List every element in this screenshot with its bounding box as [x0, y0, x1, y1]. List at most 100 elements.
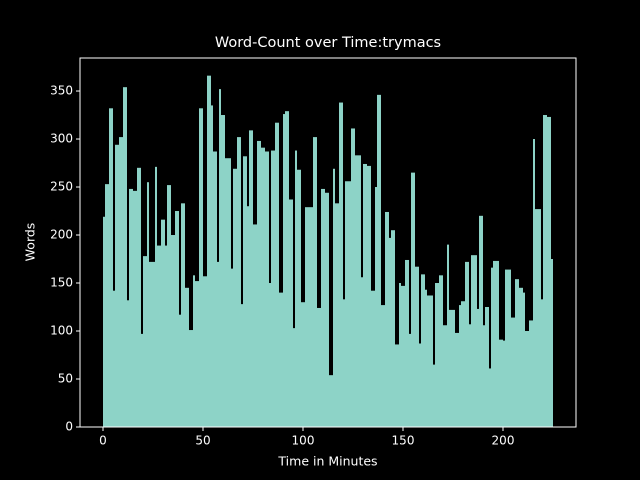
x-axis-label: Time in Minutes [277, 454, 377, 469]
bar [339, 102, 343, 427]
bar [461, 301, 465, 427]
bar [391, 230, 395, 427]
bar [165, 245, 167, 427]
bar [419, 343, 421, 427]
bar [345, 181, 351, 427]
bar [485, 307, 489, 427]
x-tick-label: 50 [195, 434, 210, 448]
bar [301, 302, 305, 427]
bar [283, 114, 285, 427]
bar [335, 203, 339, 427]
bar [377, 94, 381, 427]
bar [503, 340, 505, 427]
bar [167, 185, 171, 427]
bar [525, 331, 529, 427]
bar [533, 139, 535, 427]
bar [109, 108, 113, 428]
bar [103, 216, 105, 427]
bar [313, 137, 317, 427]
bar [185, 287, 189, 427]
bar [149, 261, 155, 427]
bar [231, 268, 233, 427]
bar [211, 105, 213, 428]
bar [411, 172, 415, 427]
bar [199, 108, 203, 428]
bar [477, 308, 479, 427]
bar [275, 122, 279, 427]
bar [219, 89, 221, 427]
bar [143, 256, 147, 427]
bar [389, 237, 391, 427]
chart-title: Word-Count over Time:trymacs [215, 35, 441, 51]
bar [427, 295, 433, 427]
bar [421, 274, 425, 427]
bar [261, 147, 265, 427]
x-tick-label: 200 [492, 434, 515, 448]
y-tick-label: 0 [65, 420, 73, 434]
bar [363, 163, 367, 427]
bar [289, 199, 293, 427]
bar [247, 206, 249, 427]
bar [455, 332, 459, 427]
bar [161, 219, 165, 427]
bar [243, 156, 247, 427]
bar [257, 140, 261, 427]
bar [203, 276, 207, 427]
bar [343, 299, 345, 427]
bar [333, 168, 335, 427]
x-tick-label: 100 [292, 434, 315, 448]
bar [415, 266, 419, 427]
x-tick-label: 150 [392, 434, 415, 448]
bar [465, 261, 469, 427]
bar [541, 299, 543, 427]
bar [193, 275, 195, 427]
bar [483, 325, 485, 427]
bar [321, 188, 325, 427]
bar [195, 281, 199, 427]
y-tick-label: 350 [50, 84, 73, 98]
bar [157, 245, 161, 427]
bar [385, 211, 389, 427]
bar [113, 290, 115, 427]
bar [489, 368, 491, 427]
bar [181, 203, 185, 427]
y-tick-label: 50 [58, 372, 73, 386]
bar [329, 375, 333, 427]
bar [293, 328, 295, 427]
y-tick-label: 250 [50, 180, 73, 194]
bar [297, 169, 301, 427]
bar [425, 289, 427, 427]
bar [447, 244, 449, 427]
bar [479, 215, 483, 427]
bar [295, 150, 297, 428]
bar [459, 305, 461, 427]
bar [381, 305, 385, 427]
bar [249, 130, 253, 428]
bar [409, 333, 411, 427]
y-tick-label: 150 [50, 276, 73, 290]
bar [279, 292, 283, 427]
bar [137, 167, 141, 427]
bar [367, 165, 371, 428]
bar [147, 182, 149, 427]
bar [179, 314, 181, 427]
bar [217, 261, 219, 427]
bar [523, 292, 525, 427]
bar [271, 150, 275, 428]
y-axis-label: Words [23, 223, 38, 262]
bar [265, 151, 269, 427]
bar [141, 333, 143, 427]
bar [375, 187, 377, 427]
bar [351, 128, 355, 427]
bar [371, 290, 375, 427]
y-tick-label: 200 [50, 228, 73, 242]
bar [519, 287, 523, 427]
y-tick-label: 100 [50, 324, 73, 338]
bar [133, 190, 137, 427]
bar [115, 144, 119, 427]
bar [213, 151, 217, 427]
bar [551, 259, 553, 427]
bar [511, 317, 515, 427]
bar [237, 137, 241, 427]
bar [127, 300, 129, 427]
